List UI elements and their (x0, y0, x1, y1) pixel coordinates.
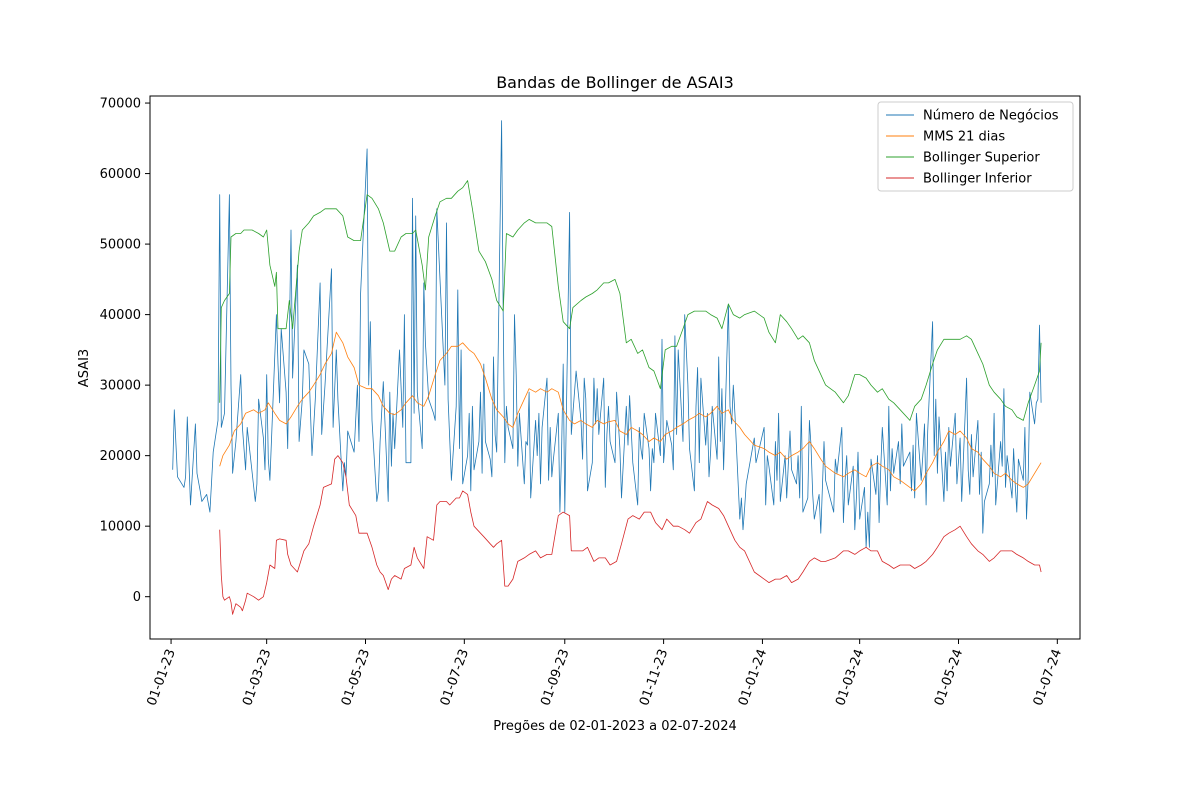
chart-title: Bandas de Bollinger de ASAI3 (496, 73, 734, 92)
y-axis-title: ASAI3 (77, 349, 92, 387)
y-tick-label-7: 70000 (100, 97, 141, 112)
y-tick-label-2: 20000 (100, 449, 141, 464)
y-tick-label-4: 40000 (100, 308, 141, 323)
legend-label-3: Bollinger Inferior (923, 172, 1032, 187)
plot-frame (149, 95, 1081, 640)
legend-label-1: MMS 21 dias (923, 130, 1005, 145)
y-tick-label-5: 50000 (100, 238, 141, 253)
series-line-2 (219, 180, 1042, 421)
plot-area (149, 95, 1081, 640)
y-tick-label-6: 60000 (100, 167, 141, 182)
legend-box (877, 101, 1074, 192)
legend: Número de Negócios MMS 21 dias Bollinger S… (877, 101, 1074, 192)
series-line-1 (219, 331, 1042, 492)
y-tick-label-3: 30000 (100, 379, 141, 394)
y-tick-label-1: 10000 (100, 520, 141, 535)
y-tick-label-0: 0 (133, 590, 141, 605)
series-layer (172, 120, 1042, 615)
legend-label-0: Número de Negócios (923, 109, 1059, 124)
series-line-3 (219, 455, 1042, 615)
y-axis: 0 10000 20000 30000 40000 50000 60000 70000 (100, 97, 150, 605)
legend-label-2: Bollinger Superior (923, 151, 1040, 166)
series-line-0 (172, 120, 1042, 548)
x-axis-title: Pregões de 02-01-2023 a 02-07-2024 (493, 719, 737, 734)
